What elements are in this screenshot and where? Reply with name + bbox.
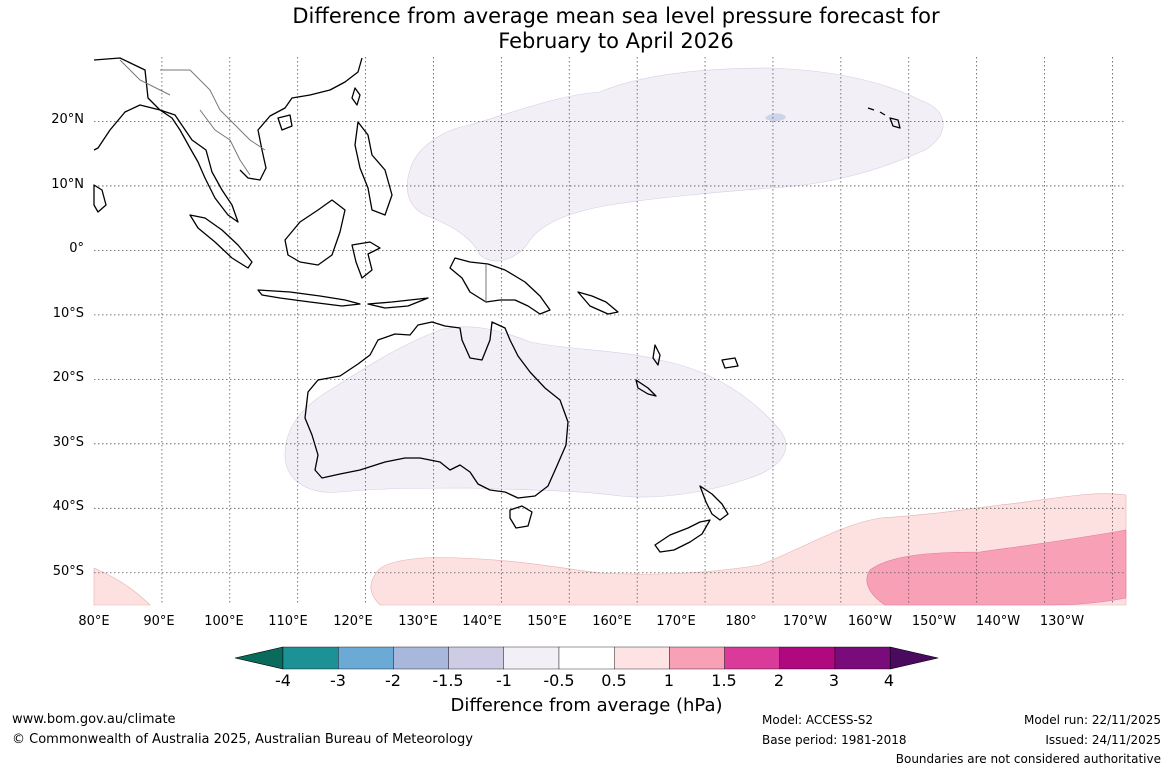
coastline-new-zealand-south: [654, 519, 711, 553]
lon-label-110e: 110°E: [268, 614, 308, 629]
colorbar-tick-neg0-5: -0.5: [543, 671, 575, 690]
anomaly-region-southeast-pacific: [866, 529, 1127, 606]
title-line-1: Difference from average mean sea level p…: [292, 4, 940, 28]
lon-label-120e: 120°E: [333, 614, 373, 629]
coastline-new-guinea: [449, 257, 551, 315]
footer-website: www.bom.gov.au/climate: [12, 712, 176, 727]
colorbar-tick-4: 4: [883, 671, 895, 690]
lon-label-80e: 80°E: [78, 614, 110, 629]
colorbar-segment: [337, 646, 394, 670]
colorbar-tick-neg2: -2: [385, 671, 401, 690]
coastline-new-caledonia: [635, 379, 657, 397]
coastline-fiji: [721, 357, 739, 369]
coastline-sri-lanka: [93, 184, 107, 213]
coastline-borneo: [284, 199, 346, 266]
colorbar-arrow-low: [234, 646, 284, 670]
colorbar-tick-2: 2: [773, 671, 785, 690]
coastlines: [93, 57, 901, 553]
lon-label-150e: 150°E: [527, 614, 567, 629]
colorbar-segment: [834, 646, 891, 670]
footer-copyright: © Commonwealth of Australia 2025, Austra…: [12, 732, 473, 747]
colorbar-segment: [448, 646, 505, 670]
colorbar-segment: [724, 646, 781, 670]
colorbar-tick-3: 3: [828, 671, 840, 690]
coastline-solomon-islands: [577, 291, 619, 315]
colorbar-tick-1-5: 1.5: [711, 671, 737, 690]
coastline-australia: [304, 321, 569, 499]
graticule: [94, 57, 1126, 605]
lon-label-90e: 90°E: [143, 614, 175, 629]
coastline-sumatra: [189, 214, 253, 269]
lat-label-50s: 50°S: [52, 564, 84, 579]
coastline-philippines: [354, 121, 393, 216]
lon-label-170w: 170°W: [782, 614, 828, 629]
colorbar-segment: [779, 646, 836, 670]
map-title: Difference from average mean sea level p…: [0, 4, 1173, 54]
colorbar-tick-neg4: -4: [275, 671, 291, 690]
lon-label-180: 180°: [725, 614, 757, 629]
colorbar-tick-neg1: -1: [496, 671, 512, 690]
lon-label-100e: 100°E: [204, 614, 244, 629]
colorbar-label: Difference from average (hPa): [450, 695, 723, 716]
footer-disclaimer: Boundaries are not considered authoritat…: [895, 752, 1161, 766]
lon-label-150w: 150°W: [911, 614, 957, 629]
colorbar-segment: [614, 646, 670, 670]
colorbar-tick-1: 1: [663, 671, 675, 690]
coastline-hainan: [277, 114, 293, 131]
lat-label-30s: 30°S: [52, 435, 84, 450]
lat-label-40s: 40°S: [52, 499, 84, 514]
footer-issued: Issued: 24/11/2025: [1045, 733, 1161, 747]
coastline-vanuatu: [652, 344, 661, 366]
colorbar-arrow-high: [889, 646, 939, 670]
lon-label-160e: 160°E: [592, 614, 632, 629]
colorbar: [234, 646, 939, 670]
lon-label-130e: 130°E: [398, 614, 438, 629]
footer-model: Model: ACCESS-S2: [762, 713, 874, 727]
coastline-taiwan: [351, 87, 361, 106]
footer-model-run: Model run: 22/11/2025: [1023, 713, 1161, 727]
coastline-java: [257, 289, 361, 307]
colorbar-tick-neg1-5: -1.5: [432, 671, 464, 690]
country-borders: [119, 59, 487, 302]
colorbar-tick-neg3: -3: [330, 671, 346, 690]
anomaly-region-australia: [284, 326, 787, 498]
lat-label-10n: 10°N: [51, 177, 84, 192]
lon-label-170e: 170°E: [656, 614, 696, 629]
colorbar-segment: [503, 646, 560, 670]
lat-label-0: 0°: [69, 241, 84, 256]
coastline-lesser-sunda: [367, 297, 429, 309]
small-negative-patch: [765, 113, 786, 122]
border-indochina: [119, 59, 266, 176]
anomaly-region-north-pacific: [406, 67, 944, 262]
colorbar-segments: [234, 646, 939, 670]
colorbar-tick-0-5: 0.5: [601, 671, 627, 690]
lon-label-160w: 160°W: [847, 614, 893, 629]
lat-label-20s: 20°S: [52, 370, 84, 385]
title-line-2: February to April 2026: [498, 29, 734, 53]
coastline-tasmania: [509, 505, 533, 529]
lat-label-20n: 20°N: [51, 112, 84, 127]
coastline-sulawesi: [351, 241, 381, 279]
lon-label-140e: 140°E: [462, 614, 502, 629]
footer-base-period: Base period: 1981-2018: [762, 733, 907, 747]
colorbar-segment: [558, 646, 615, 670]
colorbar-segment: [393, 646, 449, 670]
lat-label-10s: 10°S: [52, 306, 84, 321]
lon-label-130w: 130°W: [1039, 614, 1085, 629]
colorbar-segment: [669, 646, 725, 670]
colorbar-segment: [282, 646, 339, 670]
pressure-anomaly-map: [93, 57, 1127, 606]
coastline-new-zealand-north: [699, 485, 729, 521]
coastline-asia-mainland: [93, 57, 363, 223]
anomaly-region-west-corner: [93, 567, 151, 606]
lon-label-140w: 140°W: [975, 614, 1021, 629]
anomaly-fills: [93, 67, 1127, 606]
coastline-hawaii: [867, 107, 901, 129]
